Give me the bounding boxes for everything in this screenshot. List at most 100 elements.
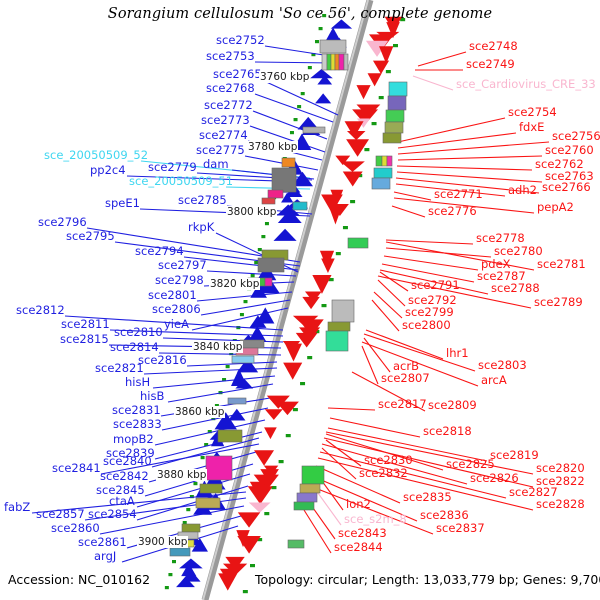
gene-label-hish[interactable]: hisH <box>125 375 151 389</box>
gene-label-sce2773[interactable]: sce2773 <box>201 113 250 127</box>
gene-label-sce2842[interactable]: sce2842 <box>100 469 149 483</box>
gene-label-fabz[interactable]: fabZ <box>4 500 31 514</box>
gene-label-sce2774[interactable]: sce2774 <box>199 128 248 142</box>
gene-label-sce2860[interactable]: sce2860 <box>51 521 100 535</box>
gene-label-sce2820[interactable]: sce2820 <box>536 461 585 475</box>
gene-label-argj[interactable]: argJ <box>94 549 117 563</box>
gene-label-sce2806[interactable]: sce2806 <box>152 302 201 316</box>
gene-label-sce2840[interactable]: sce2840 <box>103 454 152 468</box>
gene-label-sce2810[interactable]: sce2810 <box>114 325 163 339</box>
gene-label-sce2748[interactable]: sce2748 <box>469 39 518 53</box>
gene-label-sce2826[interactable]: sce2826 <box>470 471 519 485</box>
gene-label-sce2749[interactable]: sce2749 <box>466 57 515 71</box>
gene-label-sce2843[interactable]: sce2843 <box>338 526 387 540</box>
gene-label-sce2801[interactable]: sce2801 <box>148 288 197 302</box>
gene-label-sce2765[interactable]: sce2765 <box>213 67 262 81</box>
gene-label-lhr1[interactable]: lhr1 <box>446 346 469 360</box>
gene-label-arca[interactable]: arcA <box>481 373 507 387</box>
gene-label-sce2817[interactable]: sce2817 <box>378 397 427 411</box>
gene-label-spee1[interactable]: speE1 <box>105 196 140 210</box>
gene-label-sce2779[interactable]: sce2779 <box>148 160 197 174</box>
gene-label-sce2796[interactable]: sce2796 <box>38 215 87 229</box>
gene-label-rkpk[interactable]: rkpK <box>188 220 215 234</box>
gene-label-sce2776[interactable]: sce2776 <box>428 204 477 218</box>
gene-label-lon2[interactable]: lon2 <box>346 497 371 511</box>
gene-label-sce2781[interactable]: sce2781 <box>537 257 586 271</box>
gene-label-sce2841[interactable]: sce2841 <box>52 461 101 475</box>
gene-label-sce2754[interactable]: sce2754 <box>508 105 557 119</box>
gene-label-sce2762[interactable]: sce2762 <box>535 157 584 171</box>
gene-label-sce2854[interactable]: sce2854 <box>88 507 137 521</box>
gene-label-sce2819[interactable]: sce2819 <box>490 448 539 462</box>
gene-label-sce2766[interactable]: sce2766 <box>542 180 591 194</box>
reverse-gene-arrow <box>264 427 277 440</box>
gene-label-sce2795[interactable]: sce2795 <box>66 229 115 243</box>
gene-label-sce2836[interactable]: sce2836 <box>420 508 469 522</box>
gene-label-sce_s2m_8[interactable]: sce_s2m_8 <box>344 512 407 526</box>
gene-label-yiea[interactable]: yieA <box>164 317 189 331</box>
gene-label-sce2807[interactable]: sce2807 <box>381 371 430 385</box>
gene-label-sce_20050509_52[interactable]: sce_20050509_52 <box>44 148 149 162</box>
gene-label-sce2861[interactable]: sce2861 <box>78 535 127 549</box>
gene-label-sce2756[interactable]: sce2756 <box>552 129 600 143</box>
gene-label-sce2833[interactable]: sce2833 <box>113 417 162 431</box>
gene-label-pepa2[interactable]: pepA2 <box>537 200 574 214</box>
gene-label-sce2815[interactable]: sce2815 <box>60 332 109 346</box>
gene-label-sce2771[interactable]: sce2771 <box>434 187 483 201</box>
gene-label-sce2803[interactable]: sce2803 <box>478 358 527 372</box>
gene-label-sce2828[interactable]: sce2828 <box>536 497 585 511</box>
gene-label-sce2811[interactable]: sce2811 <box>61 317 110 331</box>
gene-label-sce2794[interactable]: sce2794 <box>135 244 184 258</box>
gene-label-sce_20050509_51[interactable]: sce_20050509_51 <box>129 174 234 188</box>
gene-label-sce2753[interactable]: sce2753 <box>206 49 255 63</box>
gene-label-sce2832[interactable]: sce2832 <box>359 466 408 480</box>
gene-label-sce2785[interactable]: sce2785 <box>178 193 227 207</box>
gene-label-sce2780[interactable]: sce2780 <box>494 244 543 258</box>
gene-label-sce2857[interactable]: sce2857 <box>36 507 85 521</box>
gene-label-hisb[interactable]: hisB <box>140 389 165 403</box>
gene-label-sce2809[interactable]: sce2809 <box>428 398 477 412</box>
gene-label-sce2778[interactable]: sce2778 <box>476 231 525 245</box>
gene-label-sce2837[interactable]: sce2837 <box>436 521 485 535</box>
gene-label-pp2c4[interactable]: pp2c4 <box>90 163 126 177</box>
gene-label-sce2827[interactable]: sce2827 <box>509 485 558 499</box>
gene-label-sce2844[interactable]: sce2844 <box>334 540 383 554</box>
gene-label-acrb[interactable]: acrB <box>393 359 419 373</box>
gene-label-sce2800[interactable]: sce2800 <box>402 318 451 332</box>
gene-label-sce2752[interactable]: sce2752 <box>216 33 265 47</box>
gene-label-sce2760[interactable]: sce2760 <box>545 143 594 157</box>
gene-label-sce2797[interactable]: sce2797 <box>158 258 207 272</box>
gene-label-dam[interactable]: dam <box>203 157 229 171</box>
gene-label-sce2799[interactable]: sce2799 <box>405 305 454 319</box>
gene-label-sce2789[interactable]: sce2789 <box>534 295 583 309</box>
gene-label-ctaa[interactable]: ctaA <box>109 494 135 508</box>
gene-label-sce2831[interactable]: sce2831 <box>112 403 161 417</box>
gene-label-sce2825[interactable]: sce2825 <box>446 457 495 471</box>
gene-label-sce2830[interactable]: sce2830 <box>364 453 413 467</box>
gene-label-adh2[interactable]: adh2 <box>508 183 537 197</box>
gene-label-fdxe[interactable]: fdxE <box>519 120 545 134</box>
reverse-feature-block <box>388 81 408 97</box>
gene-label-sce2818[interactable]: sce2818 <box>423 424 472 438</box>
gene-label-sce2821[interactable]: sce2821 <box>95 361 144 375</box>
gene-label-sce2814[interactable]: sce2814 <box>110 340 159 354</box>
gene-label-sce2812[interactable]: sce2812 <box>16 303 65 317</box>
gene-label-sce2787[interactable]: sce2787 <box>477 269 526 283</box>
forward-feature-block <box>205 455 233 481</box>
gene-label-sce2788[interactable]: sce2788 <box>491 281 540 295</box>
gene-label-sce2763[interactable]: sce2763 <box>545 169 594 183</box>
gene-label-mopb2[interactable]: mopB2 <box>113 432 154 446</box>
gene-label-sce2822[interactable]: sce2822 <box>536 474 585 488</box>
gene-label-sce2768[interactable]: sce2768 <box>206 81 255 95</box>
gene-label-sce2839[interactable]: sce2839 <box>106 446 155 460</box>
gene-label-sce2791[interactable]: sce2791 <box>411 278 460 292</box>
gene-label-sce2845[interactable]: sce2845 <box>96 483 145 497</box>
gene-label-sce2775[interactable]: sce2775 <box>196 143 245 157</box>
gene-label-sce2816[interactable]: sce2816 <box>138 353 187 367</box>
gene-label-sce2792[interactable]: sce2792 <box>408 293 457 307</box>
gene-label-sce2772[interactable]: sce2772 <box>204 98 253 112</box>
gene-label-sce2798[interactable]: sce2798 <box>155 273 204 287</box>
gene-label-sce_cardiovirus_cre_33[interactable]: sce_Cardiovirus_CRE_33 <box>456 77 596 91</box>
gene-label-sce2835[interactable]: sce2835 <box>403 490 452 504</box>
gene-label-pdex[interactable]: pdeX <box>481 257 511 271</box>
